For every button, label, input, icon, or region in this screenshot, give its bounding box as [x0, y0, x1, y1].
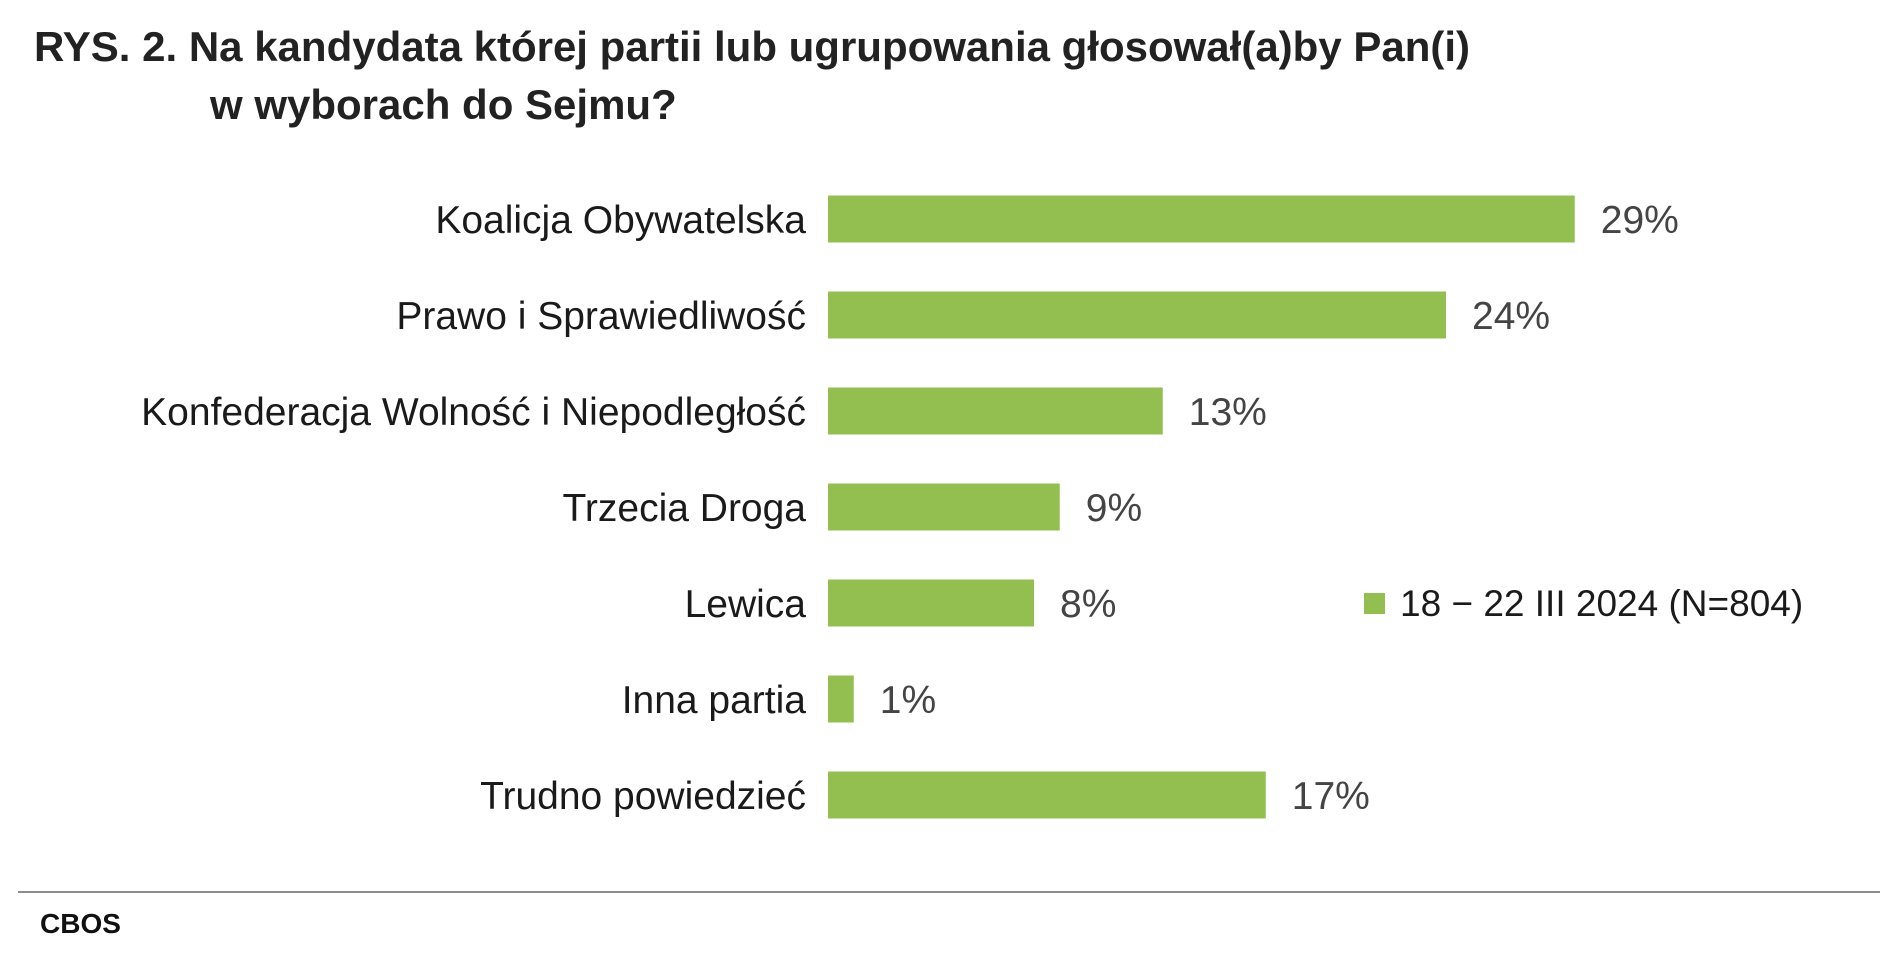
category-label: Inna partia: [622, 679, 807, 722]
bar: [828, 483, 1060, 531]
bar-chart: Koalicja Obywatelska 29% Prawo i Sprawiedl…: [141, 195, 1803, 819]
data-label: 29%: [1601, 199, 1679, 242]
bar: [828, 675, 854, 723]
bar: [828, 195, 1575, 243]
legend: 18 − 22 III 2024 (N=804): [1364, 583, 1803, 624]
category-label: Prawo i Sprawiedliwość: [396, 295, 806, 338]
chart-title-line2: w wyborach do Sejmu?: [210, 81, 677, 128]
category-label: Lewica: [685, 583, 807, 626]
category-label: Koalicja Obywatelska: [435, 199, 806, 242]
data-label: 9%: [1086, 487, 1142, 530]
bar: [828, 771, 1266, 819]
footer-divider: [18, 891, 1880, 893]
bar: [828, 291, 1446, 339]
chart-title-line1: RYS. 2. Na kandydata której partii lub u…: [34, 23, 1471, 70]
data-label: 24%: [1472, 295, 1550, 338]
data-label: 1%: [880, 679, 936, 722]
bar: [828, 387, 1163, 435]
category-label: Konfederacja Wolność i Niepodległość: [141, 391, 806, 434]
category-label: Trzecia Droga: [563, 487, 807, 530]
data-label: 13%: [1189, 391, 1267, 434]
bar: [828, 579, 1034, 627]
category-label: Trudno powiedzieć: [480, 775, 806, 818]
legend-swatch: [1364, 593, 1385, 614]
source-label: CBOS: [40, 908, 121, 939]
data-label: 17%: [1292, 775, 1370, 818]
chart-title: RYS. 2. Na kandydata której partii lub u…: [34, 18, 1470, 134]
data-label: 8%: [1060, 583, 1116, 626]
legend-label: 18 − 22 III 2024 (N=804): [1400, 583, 1803, 624]
